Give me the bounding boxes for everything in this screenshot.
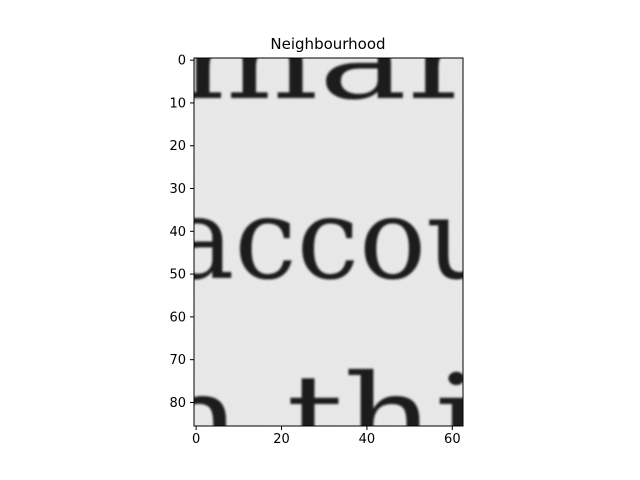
axes-frame	[193, 57, 464, 427]
heatmap-image: mar accou n thi	[150, 0, 498, 480]
glyph-row-bottom: n thi	[150, 350, 480, 480]
y-tick-label: 20	[169, 139, 186, 154]
y-tick-label: 60	[169, 310, 186, 325]
y-tick-label: 0	[178, 54, 186, 69]
y-tick-label: 40	[169, 225, 186, 240]
x-tick-label: 0	[192, 432, 200, 447]
y-tick-label: 30	[169, 182, 186, 197]
y-tick-label: 80	[169, 396, 186, 411]
y-axis: 0 10 20 30 40 50 60 70 80	[169, 54, 194, 411]
y-tick-label: 50	[169, 268, 186, 283]
glyph-row-middle: accou	[168, 175, 498, 305]
x-tick-label: 20	[273, 432, 290, 447]
y-tick-label: 10	[169, 96, 186, 111]
chart-title: Neighbourhood	[270, 35, 385, 53]
x-tick-label: 40	[359, 432, 376, 447]
y-tick-label: 70	[169, 353, 186, 368]
x-axis: 0 20 40 60	[192, 426, 461, 447]
x-tick-label: 60	[444, 432, 461, 447]
glyph-row-top: mar	[178, 0, 478, 124]
